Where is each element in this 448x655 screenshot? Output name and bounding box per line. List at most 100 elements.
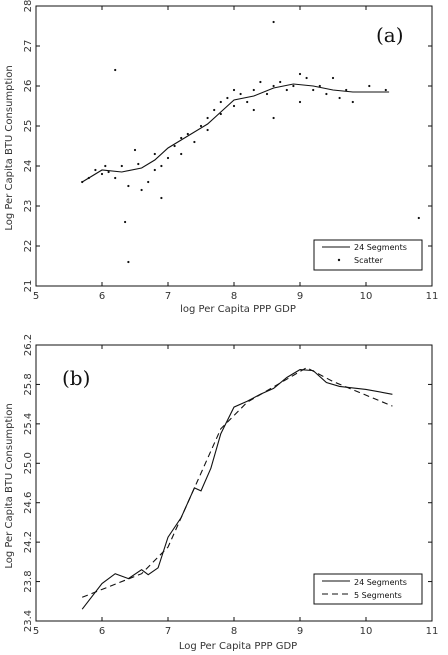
panel-a-scatter-point bbox=[206, 116, 209, 120]
panel-a-y-tick-label: 25 bbox=[23, 120, 34, 133]
panel-a-y-tick-label: 23 bbox=[23, 200, 34, 213]
panel-a-scatter-point bbox=[193, 140, 196, 144]
panel-a-y-tick-label: 22 bbox=[23, 240, 34, 253]
panel-b-y-tick-label: 25.0 bbox=[23, 452, 34, 474]
panel-a-scatter-point bbox=[127, 260, 130, 264]
panel-b-x-tick-label: 8 bbox=[231, 626, 237, 637]
panel-a-scatter-point bbox=[331, 76, 335, 80]
panel-a-scatter-point bbox=[239, 92, 242, 96]
panel-a-scatter-point bbox=[186, 132, 189, 136]
panel-a-scatter-point bbox=[292, 84, 295, 88]
panel-a-scatter-point bbox=[94, 168, 97, 172]
panel-a-scatter-point bbox=[272, 20, 275, 24]
panel-a-x-tick-label: 8 bbox=[231, 291, 237, 302]
panel-a-scatter-point bbox=[137, 162, 140, 166]
panel-a-scatter-point bbox=[127, 184, 130, 188]
panel-a-scatter-point bbox=[338, 96, 341, 100]
panel-a-scatter-point bbox=[298, 100, 302, 104]
panel-a-scatter-point bbox=[173, 144, 176, 148]
panel-a-scatter-point bbox=[160, 196, 163, 200]
panel-a-scatter-point bbox=[120, 164, 123, 168]
panel-a-x-tick-label: 5 bbox=[33, 291, 39, 302]
panel-a-scatter-point bbox=[180, 136, 183, 140]
panel-b-legend-label-2: 5 Segments bbox=[354, 591, 402, 600]
panel-a-legend bbox=[313, 239, 423, 271]
panel-a-x-tick-label: 11 bbox=[426, 291, 439, 302]
panel-a-scatter-point bbox=[259, 80, 262, 84]
panel-b-y-tick-label: 25.8 bbox=[23, 373, 34, 395]
panel-a-legend-marker bbox=[337, 258, 341, 262]
panel-a-scatter-point bbox=[219, 112, 222, 116]
panel-a-scatter-point bbox=[351, 100, 354, 104]
panel-b-x-tick-label: 11 bbox=[426, 626, 439, 637]
panel-a-scatter-point bbox=[153, 168, 156, 172]
panel-b-y-tick-label: 24.2 bbox=[23, 531, 34, 553]
panel-a-scatter-point bbox=[285, 88, 288, 92]
panel-b-x-tick-label: 9 bbox=[297, 626, 303, 637]
panel-a-y-tick-label: 27 bbox=[23, 40, 34, 53]
panel-b-x-tick-label: 6 bbox=[99, 626, 105, 637]
panel-a-legend-label-1: 24 Segments bbox=[354, 243, 407, 252]
panel-b-y-tick-label: 23.8 bbox=[23, 570, 34, 592]
panel-a-scatter-point bbox=[153, 152, 156, 156]
panel-b-x-tick-label: 10 bbox=[360, 626, 373, 637]
panel-a-scatter-point bbox=[213, 108, 216, 112]
panel-b-legend bbox=[313, 573, 423, 605]
panel-a-scatter-point bbox=[104, 164, 107, 168]
panel-a-y-axis-label: Log Per Capita BTU Consumption bbox=[4, 65, 15, 230]
panel-a-scatter-point bbox=[345, 88, 348, 92]
panel-a-scatter-point bbox=[147, 180, 150, 184]
panel-a-scatter-point bbox=[265, 92, 269, 96]
panel-b-y-tick-label: 25.4 bbox=[23, 413, 34, 435]
panel-a-scatter-point bbox=[219, 100, 222, 104]
panel-a-scatter-point bbox=[417, 216, 420, 220]
panel-a-scatter-point bbox=[272, 84, 275, 88]
panel-a-scatter-point bbox=[232, 88, 236, 92]
panel-a-scatter-point bbox=[107, 170, 110, 174]
panel-a-scatter-point bbox=[252, 108, 255, 112]
panel-a-scatter-point bbox=[368, 84, 371, 88]
panel-a-scatter-point bbox=[87, 176, 90, 180]
panel-a-scatter-point bbox=[140, 188, 143, 192]
panel-a-scatter-point bbox=[160, 164, 163, 168]
chart-panel-b: (b) Log Per Capita PPP GDP Log Per Capit… bbox=[4, 334, 438, 652]
panel-a-x-tick-label: 9 bbox=[297, 291, 303, 302]
panel-a-scatter-point bbox=[133, 148, 137, 152]
panel-a-scatter-point bbox=[180, 152, 183, 156]
panel-b-y-tick-label: 23.4 bbox=[23, 610, 34, 632]
chart-panel-a: (a) log Per Capita PPP GDP Log Per Capit… bbox=[4, 0, 438, 315]
panel-b-series-24-segments bbox=[81, 369, 393, 610]
panel-a-scatter-point bbox=[279, 80, 282, 84]
panel-a-legend-label-2: Scatter bbox=[354, 256, 384, 265]
panel-a-x-axis-label: log Per Capita PPP GDP bbox=[180, 304, 296, 315]
panel-b-label: (b) bbox=[62, 366, 90, 390]
panel-b-x-axis-label: Log Per Capita PPP GDP bbox=[179, 641, 297, 652]
panel-a-scatter-point bbox=[305, 76, 308, 80]
panel-a-series-24-segments bbox=[81, 83, 390, 183]
panel-a-scatter-point bbox=[318, 84, 321, 88]
panel-a-y-tick-label: 24 bbox=[23, 160, 34, 173]
panel-a-scatter-point bbox=[124, 220, 127, 224]
panel-a-scatter-point bbox=[114, 68, 117, 72]
panel-a-scatter-point bbox=[246, 100, 249, 104]
panel-a-scatter-point bbox=[81, 180, 84, 184]
panel-b-series-5-segments bbox=[81, 367, 393, 598]
panel-a-label: (a) bbox=[376, 23, 404, 47]
panel-a-scatter-point bbox=[226, 96, 229, 100]
panel-a-x-tick-label: 6 bbox=[99, 291, 105, 302]
panel-a-scatter-point bbox=[384, 88, 387, 92]
panel-a-scatter-point bbox=[312, 88, 315, 92]
panel-a-scatter-point bbox=[232, 104, 236, 108]
panel-a-scatter-point bbox=[206, 128, 209, 132]
panel-b-y-axis-label: Log Per Capita BTU Consumption bbox=[4, 403, 15, 568]
panel-a-scatter-point bbox=[114, 176, 117, 180]
panel-a-y-tick-label: 28 bbox=[23, 0, 34, 12]
panel-a-scatter-point bbox=[252, 88, 255, 92]
panel-a-x-tick-label: 7 bbox=[165, 291, 171, 302]
panel-a-scatter-point bbox=[166, 156, 170, 160]
panel-a-y-tick-label: 21 bbox=[23, 280, 34, 293]
panel-a-scatter-point bbox=[325, 92, 328, 96]
panel-a-scatter-point bbox=[100, 172, 104, 176]
panel-b-x-tick-label: 5 bbox=[33, 626, 39, 637]
